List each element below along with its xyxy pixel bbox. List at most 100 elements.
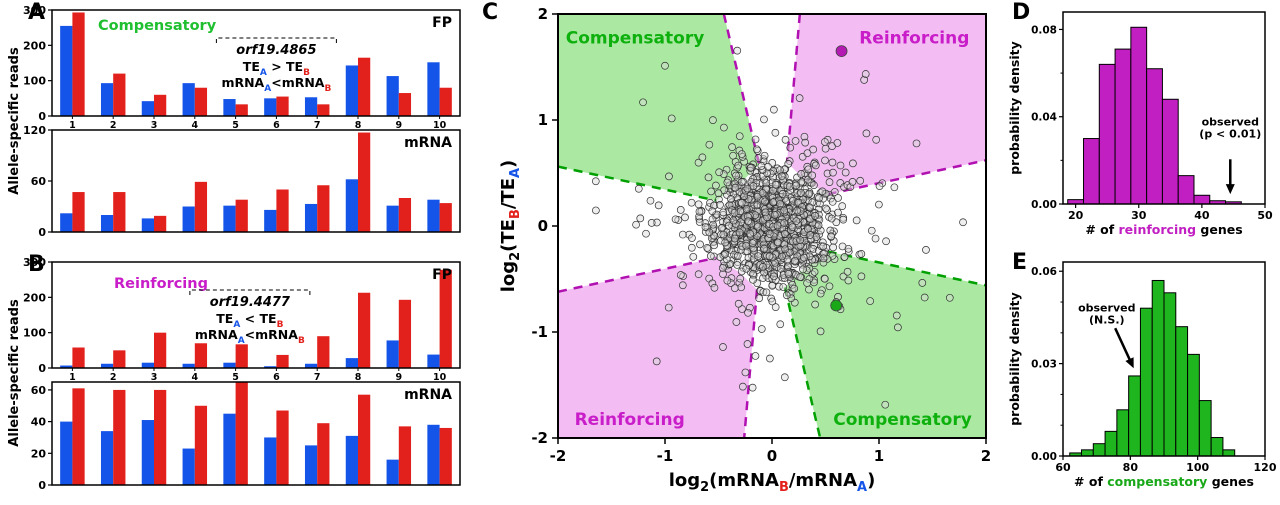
x-tick-label: 9	[395, 120, 402, 131]
x-tick-label: -1	[657, 447, 674, 465]
panel-label-d: D	[1012, 0, 1031, 25]
bar	[439, 203, 452, 232]
x-tick-label: 3	[151, 372, 158, 383]
region-boundary-dash	[722, 14, 761, 165]
hist-bar	[1092, 443, 1106, 457]
bar	[358, 132, 371, 232]
panel-label-c: C	[482, 0, 499, 25]
bar	[439, 269, 452, 368]
bar-chart-A_FP: 0 100 200 300 1 2 3 4 5 6 7 8 9 10 FP Compensatory orf19…	[23, 4, 461, 131]
x-tick-label: 6	[273, 372, 280, 383]
panel-b-y-axis-label: Allele-specific reads	[7, 299, 22, 447]
hist-bar	[1193, 194, 1211, 205]
plot-frame	[1062, 261, 1266, 457]
y-tick-label: -2	[531, 429, 548, 447]
bar	[386, 205, 399, 232]
bar	[100, 431, 114, 485]
bar	[60, 25, 73, 116]
bar	[345, 65, 358, 116]
hist-bar	[1177, 175, 1195, 205]
x-tick-label: 1	[874, 447, 884, 465]
x-tick-label: 2	[110, 372, 117, 383]
bar	[427, 354, 440, 368]
bar-chart-B_FP: 0 100 200 300 1 2 3 4 5 6 7 8 9 10 FP Reinforcingorf19.…	[23, 256, 461, 383]
region-boundary-dash	[783, 287, 822, 438]
y-tick-label: 0.08	[1031, 24, 1057, 36]
y-tick-label: 0	[538, 217, 548, 235]
bar	[345, 179, 358, 232]
y-tick-label: 0	[38, 362, 46, 375]
hist-bar	[1146, 68, 1163, 205]
plot-frame	[51, 381, 461, 486]
hist-bar	[1098, 63, 1116, 205]
panel-label-e: E	[1012, 250, 1028, 275]
bar	[113, 73, 126, 116]
bar-chart-A_mRNA: 0 60 120 mRNA	[23, 124, 461, 239]
region-label: Compensatory	[566, 28, 705, 48]
bar	[345, 358, 358, 368]
hist-bar	[1130, 26, 1148, 205]
hist-bar	[1161, 98, 1179, 205]
bar	[317, 104, 330, 116]
bar	[141, 362, 154, 368]
hist-bar	[1187, 353, 1200, 457]
plot-frame	[51, 9, 461, 117]
panel-label-a: A	[28, 0, 46, 25]
bar	[72, 192, 85, 232]
bar	[100, 83, 114, 116]
x-tick-label: 8	[355, 372, 362, 383]
hist-bar	[1210, 437, 1224, 457]
bar	[235, 199, 248, 232]
bar	[154, 389, 167, 485]
region-compensatory-bottom-right	[784, 251, 986, 438]
region-reinforcing-top-right	[786, 14, 986, 195]
bar	[154, 332, 167, 368]
y-tick-label: 0.00	[1031, 451, 1057, 463]
bar	[345, 435, 358, 485]
corner-label: mRNA	[404, 135, 452, 151]
hist-bar	[1104, 430, 1118, 457]
bar	[398, 299, 412, 368]
hist-bar	[1139, 307, 1153, 457]
y-tick-label: 200	[23, 39, 46, 52]
observed-label: observed	[1078, 301, 1135, 314]
bar	[398, 93, 412, 116]
x-tick-label: 100	[1186, 461, 1209, 474]
region-label: Reinforcing	[575, 410, 685, 430]
x-tick-label: 50	[1257, 209, 1273, 222]
x-tick-label: 10	[433, 372, 447, 383]
bar	[113, 389, 126, 485]
bar	[439, 427, 452, 485]
region-boundary-dash	[827, 159, 986, 196]
panel-label-b: B	[28, 252, 45, 277]
y-tick-label: 300	[23, 4, 46, 17]
x-tick-label: 3	[151, 120, 158, 131]
x-tick-label: 40	[1194, 209, 1210, 222]
x-tick-label: 6	[273, 120, 280, 131]
gene-bracket	[189, 289, 311, 295]
region-boundary-dash	[558, 256, 717, 293]
bar	[264, 209, 277, 232]
group-label: Reinforcing	[114, 276, 208, 292]
bar	[60, 213, 73, 232]
bar	[427, 199, 440, 232]
region-label: Compensatory	[833, 410, 972, 430]
bar	[194, 87, 208, 116]
hist-bar	[1151, 279, 1165, 457]
bar	[276, 354, 289, 368]
region-boundary-dash	[785, 14, 802, 163]
bar	[264, 98, 277, 116]
y-tick-label: 120	[23, 124, 46, 137]
bar	[182, 363, 195, 368]
te-relation: TEA < TEB	[216, 311, 283, 330]
x-tick-label: 120	[1254, 461, 1277, 474]
observed-sublabel: (N.S.)	[1089, 313, 1125, 326]
bar	[276, 410, 289, 485]
observed-sublabel: (p < 0.01)	[1199, 127, 1261, 140]
histogram-E: 0.00 0.03 0.06 60 80 100 120# of compensatory …	[1007, 261, 1277, 489]
hist-bar	[1083, 138, 1100, 205]
bar	[386, 459, 399, 485]
y-tick-label: 0.06	[1031, 266, 1057, 278]
bar	[317, 336, 330, 368]
